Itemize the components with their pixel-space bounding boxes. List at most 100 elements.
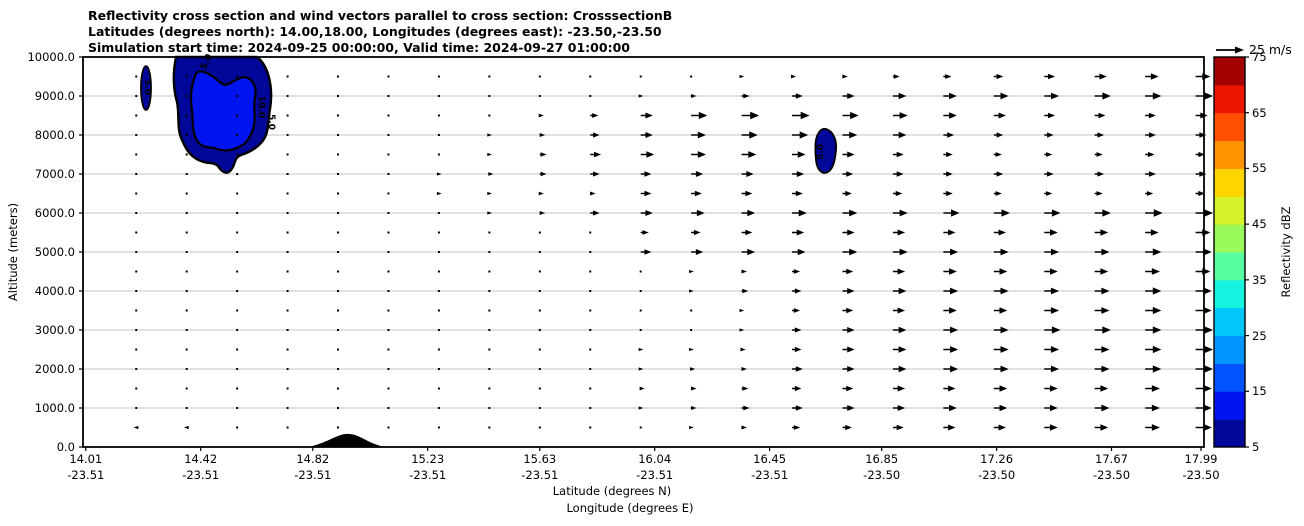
wind-vector-dot [185, 329, 188, 331]
wind-vector-head [1000, 248, 1009, 256]
wind-vector-head [1150, 229, 1159, 236]
wind-vector-head [1098, 112, 1106, 119]
wind-vector-dot [437, 407, 440, 409]
wind-vector-head [1046, 191, 1053, 196]
axes-box [79, 56, 1205, 451]
wind-vector-head [1150, 73, 1159, 80]
wind-vector-head [1100, 229, 1109, 236]
colorbar-tick-label: 55 [1252, 161, 1267, 176]
wind-vector-head [950, 365, 959, 373]
wind-vector-dot [538, 348, 541, 351]
wind-vector-head [745, 190, 753, 197]
wind-vector-head [949, 268, 957, 275]
wind-vector-head [741, 269, 747, 274]
wind-vector-head [1151, 424, 1160, 431]
wind-vector-dot [185, 173, 188, 175]
x-tick-label-longitude: -23.51 [751, 468, 789, 482]
wind-vector-dot [337, 153, 340, 156]
plot-subtitle-time: Simulation start time: 2024-09-25 00:00:… [88, 40, 630, 55]
wind-vector-head [794, 327, 802, 333]
wind-vector-head [689, 269, 694, 274]
colorbar-segment [1214, 279, 1245, 309]
wind-vector-head [896, 151, 904, 158]
wind-vector-dot [236, 192, 239, 195]
wind-vector-head [1097, 132, 1105, 138]
wind-vector-head [795, 366, 803, 372]
wind-vector-dot [488, 348, 491, 351]
x-tick-label-latitude: 15.63 [523, 452, 557, 466]
wind-vector-head [689, 347, 694, 352]
reference-arrow-label: 25 m/s [1249, 42, 1292, 57]
wind-vector-head [691, 405, 697, 411]
wind-vector-dot [135, 270, 138, 273]
colorbar [1213, 56, 1249, 448]
wind-vector-head [948, 385, 956, 392]
wind-vector-dot [639, 270, 642, 273]
wind-vector-dot [236, 173, 239, 175]
wind-vector-head [1203, 404, 1212, 412]
wind-vector-head [539, 210, 546, 216]
wind-vector-dot [135, 290, 138, 292]
wind-vector-dot [135, 114, 138, 117]
wind-vector-dot [337, 309, 340, 312]
wind-vector-head [1001, 209, 1011, 217]
wind-vector-head [740, 347, 746, 352]
wind-vector-head [133, 425, 139, 430]
wind-vector-dot [185, 95, 188, 97]
colorbar-tick-label: 45 [1252, 217, 1267, 232]
wind-vector-dot [437, 329, 440, 331]
wind-vector-head [1050, 287, 1060, 295]
wind-vector-head [540, 152, 547, 157]
wind-vector-dot [337, 134, 340, 136]
wind-vector-head [1148, 112, 1156, 119]
wind-vector-dot [437, 368, 440, 370]
wind-vector-dot [488, 387, 491, 390]
wind-vector-dot [236, 251, 239, 253]
wind-vector-dot [437, 212, 440, 214]
y-tick-label: 1000.0 [34, 401, 75, 415]
reflectivity-cell-main-inner [189, 70, 257, 152]
wind-vector-head [696, 209, 705, 217]
wind-vector-dot [286, 114, 289, 117]
wind-vector-head [436, 191, 442, 196]
wind-vector-dot [286, 368, 289, 370]
wind-vector-head [1148, 171, 1156, 177]
wind-vector-head [946, 151, 953, 158]
wind-vector-head [948, 424, 956, 431]
wind-vector-dot [639, 426, 642, 429]
wind-vector-head [951, 209, 960, 217]
wind-vector-dot [185, 134, 188, 136]
wind-vector-dot [337, 251, 340, 253]
wind-vector-head [1102, 92, 1111, 100]
wind-vector-head [1152, 345, 1162, 354]
wind-vector-dot [286, 134, 289, 136]
wind-vector-head [697, 151, 706, 158]
wind-vector-head [1203, 287, 1212, 295]
wind-vector-head [1148, 132, 1156, 138]
colorbar-segment [1214, 252, 1245, 281]
contour-level-label: 5.0 [266, 114, 276, 130]
wind-vector-head [898, 365, 907, 373]
wind-vector-head [1203, 423, 1212, 432]
wind-vector-head [799, 131, 809, 139]
wind-vector-dot [185, 309, 188, 312]
wind-vector-head [693, 229, 701, 236]
wind-vector-dot [236, 426, 239, 429]
wind-vector-head [1000, 92, 1009, 100]
wind-vector-dot [387, 290, 390, 292]
colorbar-segment [1214, 57, 1245, 86]
wind-vector-dot [135, 348, 138, 351]
colorbar-segment [1214, 224, 1245, 253]
wind-vector-head [642, 230, 649, 235]
wind-vector-dot [538, 309, 541, 312]
wind-vector-dot [538, 426, 541, 429]
wind-vector-dot [589, 329, 592, 331]
wind-vector-head [638, 406, 644, 410]
wind-vector-head [1046, 152, 1053, 157]
wind-vector-head [847, 365, 855, 373]
wind-vector-head [639, 386, 645, 391]
wind-vector-dot [337, 95, 340, 97]
wind-vector-dot [135, 329, 138, 331]
wind-vector-dot [538, 95, 541, 97]
colorbar-tick-label: 5 [1252, 440, 1260, 454]
